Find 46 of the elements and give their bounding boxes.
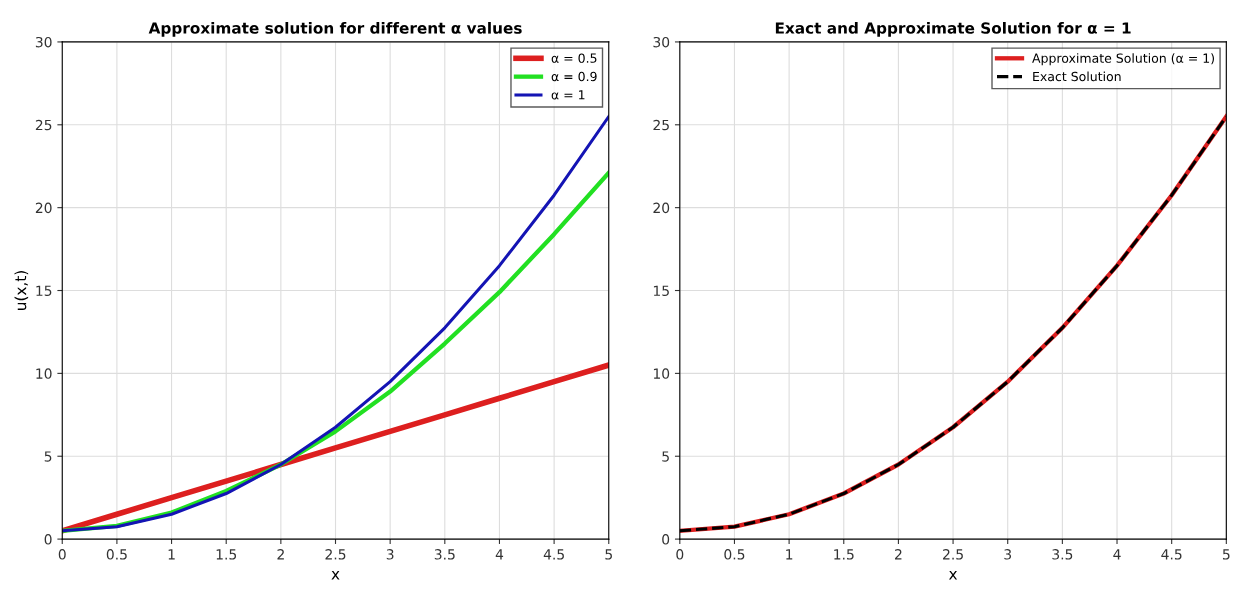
legend-label: Exact Solution [1033, 71, 1121, 82]
y-tick-label: 5 [44, 451, 52, 462]
legend-label: α = 0.5 [551, 53, 597, 63]
x-tick-label: 1 [786, 549, 793, 560]
legend-label: α = 0.9 [551, 71, 597, 82]
y-tick-label: 20 [35, 202, 52, 214]
chart-title: Exact and Approximate Solution for α = 1 [775, 21, 1131, 37]
x-tick-label: 0.5 [106, 549, 127, 560]
x-tick-label: 3.5 [1052, 549, 1073, 560]
legend-label: Approximate Solution (α = 1) [1032, 53, 1214, 66]
x-tick-label: 2.5 [325, 549, 346, 560]
x-tick-label: 0 [676, 549, 684, 560]
x-tick-label: 4 [1113, 549, 1121, 560]
y-tick-label: 15 [36, 285, 52, 296]
y-tick-label: 10 [653, 368, 670, 379]
x-tick-label: 1.5 [834, 549, 854, 560]
legend-label: α = 1 [551, 90, 585, 100]
x-tick-label: 5 [1222, 549, 1230, 560]
x-tick-label: 3.5 [434, 549, 455, 560]
y-tick-label: 15 [653, 285, 669, 296]
y-tick-label: 25 [35, 119, 52, 131]
x-axis-title: x [331, 571, 340, 580]
x-tick-label: 4 [495, 549, 504, 560]
y-tick-label: 10 [36, 368, 52, 379]
y-axis-title: u(x,t) [14, 271, 29, 310]
x-tick-label: 2.5 [943, 549, 963, 560]
x-tick-label: 4.5 [1161, 549, 1182, 560]
y-tick-label: 0 [662, 534, 670, 545]
x-tick-label: 0 [58, 549, 66, 560]
y-tick-label: 25 [653, 119, 669, 131]
x-tick-label: 4.5 [543, 549, 564, 560]
y-tick-label: 30 [35, 36, 52, 48]
x-tick-label: 1.5 [216, 549, 237, 560]
x-tick-label: 1 [168, 549, 175, 560]
y-tick-label: 30 [653, 36, 670, 48]
x-tick-label: 0.5 [724, 549, 745, 560]
x-tick-label: 3 [1004, 549, 1012, 560]
x-tick-label: 2 [895, 549, 902, 560]
y-tick-label: 0 [44, 534, 52, 545]
x-axis-title: x [948, 571, 958, 580]
y-tick-label: 20 [653, 202, 670, 214]
x-tick-label: 2 [277, 549, 284, 560]
y-tick-label: 5 [662, 451, 669, 462]
x-tick-label: 3 [386, 549, 394, 560]
x-tick-label: 5 [605, 549, 612, 560]
chart-title: Approximate solution for different α values [148, 21, 522, 37]
